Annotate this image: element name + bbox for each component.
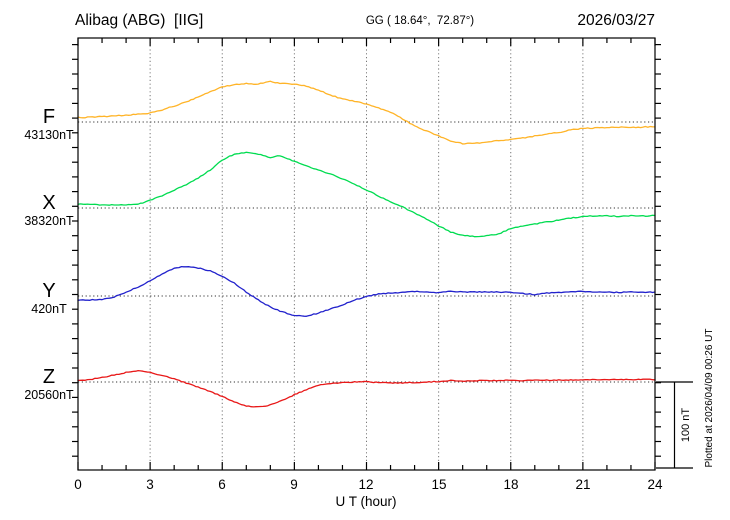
hour-tick-label-15: 15: [431, 477, 446, 492]
plotted-at-note: Plotted at 2026/04/09 00:26 UT: [704, 329, 715, 468]
hour-tick-label-21: 21: [575, 477, 590, 492]
series-Z-baseline-value: 20560nT: [24, 388, 74, 402]
hour-tick-label-24: 24: [647, 477, 663, 492]
series-X-label: X: [42, 192, 55, 214]
hour-tick-label-0: 0: [74, 477, 82, 492]
station-title: Alibag (ABG) [IIG]: [75, 12, 203, 29]
series-Y-baseline-value: 420nT: [31, 302, 67, 316]
hour-tick-label-18: 18: [503, 477, 518, 492]
station-coords: GG ( 18.64°, 72.87°): [366, 15, 474, 27]
hour-tick-label-3: 3: [146, 477, 154, 492]
series-F-baseline-value: 43130nT: [24, 128, 74, 142]
series-X-baseline-value: 38320nT: [24, 214, 74, 228]
scale-bar: [656, 381, 693, 469]
series-Z-label: Z: [43, 366, 55, 388]
hour-tick-label-12: 12: [358, 477, 373, 492]
series-Y-label: Y: [42, 280, 55, 302]
x-axis-title: U T (hour): [335, 494, 396, 509]
axes-frame: [72, 37, 661, 471]
plot-date: 2026/03/27: [577, 12, 655, 29]
scale-bar-label: 100 nT: [680, 408, 692, 443]
data-curves: [77, 80, 656, 408]
hour-tick-label-9: 9: [290, 477, 298, 492]
hour-tick-label-6: 6: [218, 477, 226, 492]
gridlines: [78, 38, 655, 470]
series-F-label: F: [43, 106, 55, 128]
